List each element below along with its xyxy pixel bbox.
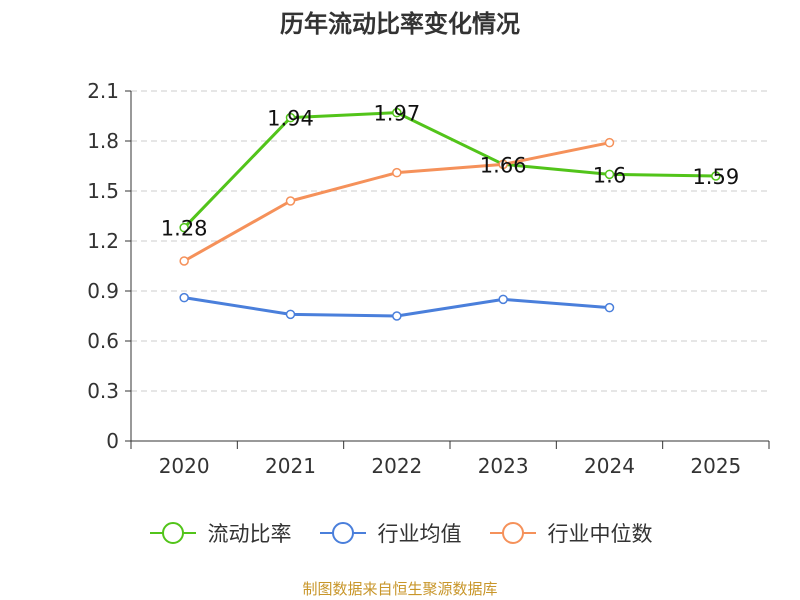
legend-item[interactable]: 行业均值 [318, 518, 462, 548]
legend-item[interactable]: 行业中位数 [488, 518, 653, 548]
data-point [285, 112, 296, 123]
data-point [392, 311, 402, 321]
x-tick-label: 2024 [584, 454, 635, 478]
series-2 [179, 137, 615, 266]
y-tick-label: 2.1 [87, 79, 119, 103]
y-tick-label: 1.2 [87, 229, 119, 253]
y-tick-label: 0 [106, 429, 119, 453]
data-point [498, 159, 508, 170]
y-tick-label: 1.5 [87, 179, 119, 203]
source-note: 制图数据来自恒生聚源数据库 [302, 580, 498, 598]
x-tick-label: 2022 [371, 454, 422, 478]
data-label: 1.59 [692, 165, 739, 189]
data-point [604, 137, 615, 148]
legend-label: 流动比率 [207, 522, 292, 546]
series-line [183, 111, 716, 229]
chart-title: 历年流动比率变化情况 [280, 10, 520, 38]
y-tick-label: 0.9 [87, 279, 119, 303]
legend: 流动比率 行业均值 行业中位数 [0, 518, 800, 548]
data-point [179, 222, 189, 233]
data-point [604, 302, 615, 313]
data-point [711, 171, 721, 181]
data-label: 1.97 [373, 102, 420, 126]
data-label: 1.28 [161, 217, 208, 241]
legend-label: 行业均值 [377, 522, 462, 546]
data-label: 1.6 [593, 163, 626, 187]
data-point [179, 256, 189, 266]
data-point [285, 309, 296, 320]
x-tick-label: 2020 [159, 454, 210, 478]
data-point [285, 196, 296, 206]
y-tick-label: 1.8 [87, 129, 119, 153]
legend-swatch-icon [319, 522, 366, 544]
data-point [498, 294, 508, 305]
y-tick-label: 0.6 [87, 329, 119, 353]
data-point [392, 107, 402, 118]
data-point [604, 169, 615, 180]
data-label: 1.94 [267, 107, 314, 131]
data-point [179, 292, 189, 303]
legend-swatch-icon [149, 522, 196, 544]
x-tick-label: 2023 [478, 454, 529, 478]
x-tick-label: 2025 [690, 454, 741, 478]
legend-item[interactable]: 流动比率 [148, 518, 292, 548]
data-point [392, 167, 402, 178]
data-label: 1.66 [480, 153, 527, 177]
legend-swatch-icon [489, 522, 536, 544]
series-0 [179, 107, 721, 233]
series-1 [179, 292, 615, 321]
y-tick-label: 0.3 [87, 379, 119, 403]
legend-label: 行业中位数 [547, 522, 653, 546]
x-tick-label: 2021 [265, 454, 316, 478]
